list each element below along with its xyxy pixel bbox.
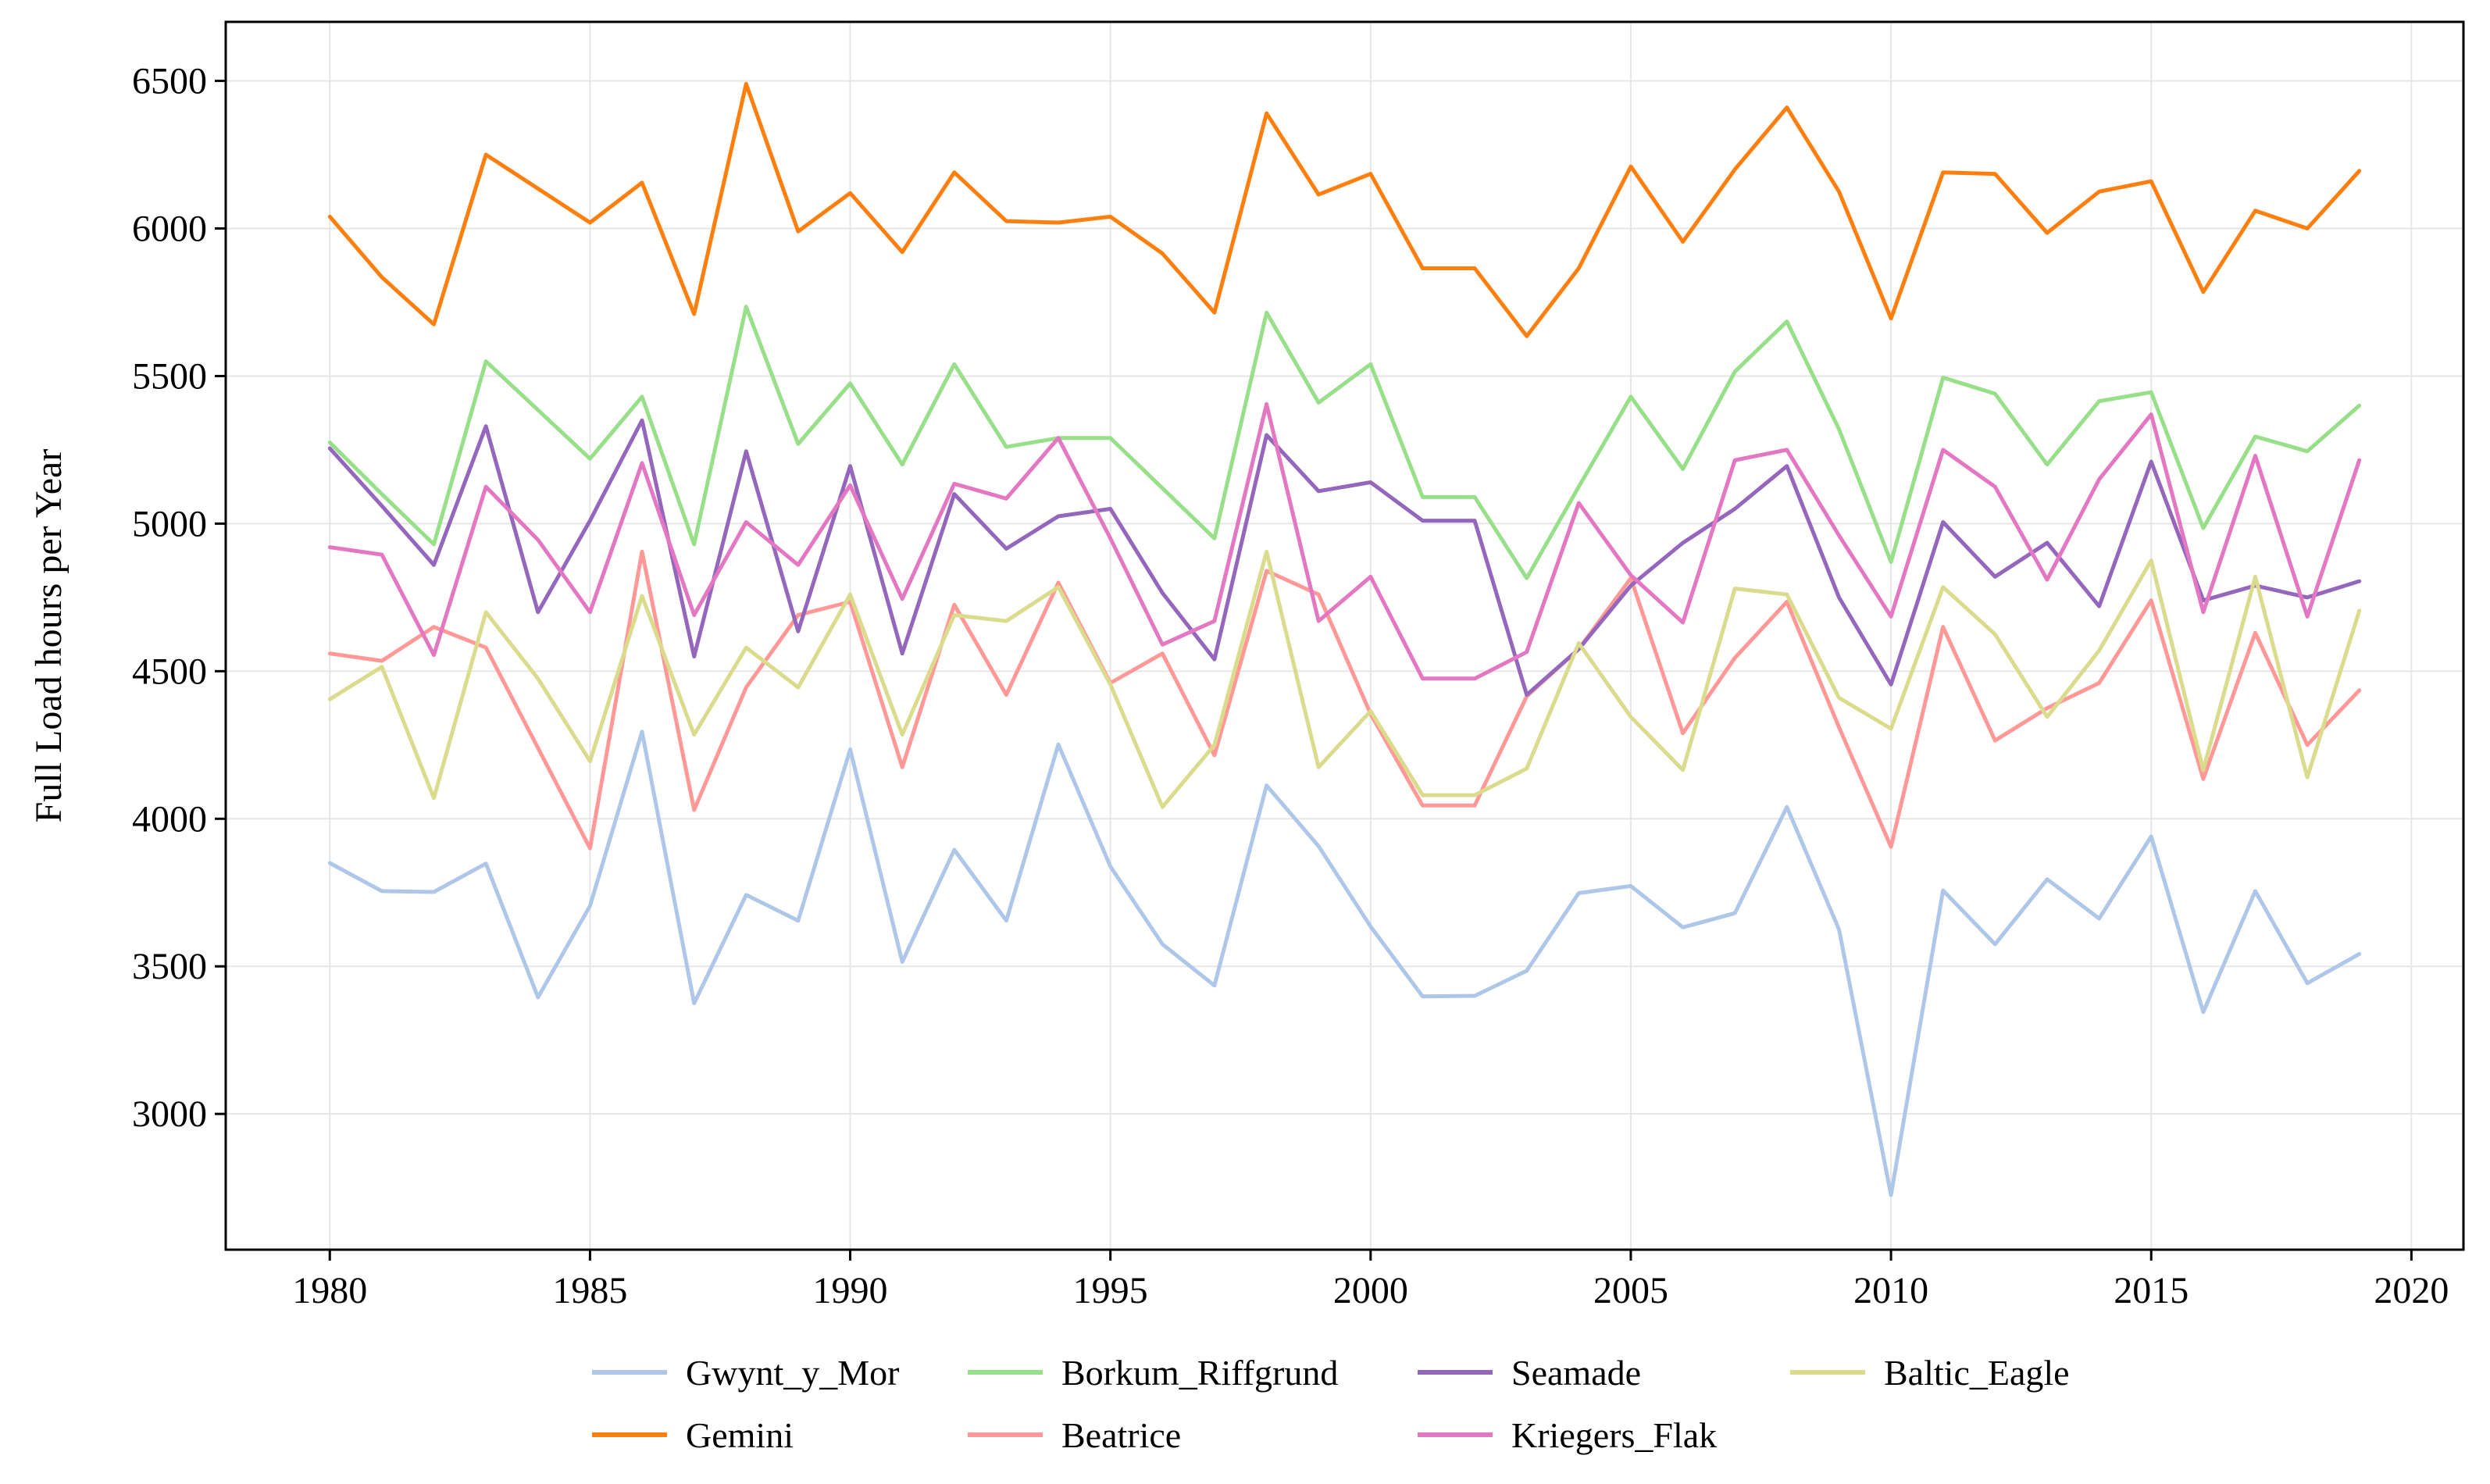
y-tick-label-5500: 5500: [132, 355, 207, 397]
y-axis: 3000 3500 4000 4500 5000 5500 6000 6500: [132, 61, 226, 1135]
legend-label-kriegers-flak: Kriegers_Flak: [1511, 1415, 1717, 1455]
x-tick-label-1995: 1995: [1073, 1270, 1148, 1311]
legend: Gwynt_y_Mor Gemini Borkum_Riffgrund Beatric…: [592, 1353, 2070, 1455]
series-line-beatrice: [327, 549, 2362, 851]
y-axis-title: Full Load hours per Year: [28, 449, 70, 823]
x-tick-label-1990: 1990: [813, 1270, 888, 1311]
series-lines: [327, 81, 2362, 1197]
y-tick-label-6000: 6000: [132, 209, 207, 250]
series-line-gemini: [327, 81, 2362, 338]
x-tick-label-2005: 2005: [1593, 1270, 1668, 1311]
x-tick-label-2000: 2000: [1333, 1270, 1408, 1311]
legend-label-borkum-riffgrund: Borkum_Riffgrund: [1061, 1353, 1338, 1393]
y-tick-label-4000: 4000: [132, 798, 207, 840]
x-axis: 1980 1985 1990 1995 2000 2005 2010 2015 2020: [292, 1250, 2449, 1311]
x-tick-label-1985: 1985: [552, 1270, 627, 1311]
legend-label-baltic-eagle: Baltic_Eagle: [1884, 1353, 2070, 1393]
y-tick-label-3000: 3000: [132, 1093, 207, 1135]
y-tick-label-6500: 6500: [132, 61, 207, 102]
legend-label-gemini: Gemini: [686, 1415, 794, 1455]
series-line-borkum-riffgrund: [327, 305, 2362, 580]
series-line-gwynt-y-mor: [327, 730, 2362, 1197]
series-line-baltic-eagle: [327, 549, 2362, 809]
y-tick-label-5000: 5000: [132, 503, 207, 544]
grid-lines: [226, 22, 2463, 1250]
legend-label-beatrice: Beatrice: [1061, 1415, 1181, 1455]
x-tick-label-2020: 2020: [2374, 1270, 2449, 1311]
legend-label-seamade: Seamade: [1511, 1353, 1641, 1393]
x-tick-label-2015: 2015: [2114, 1270, 2189, 1311]
x-tick-label-1980: 1980: [292, 1270, 367, 1311]
plot-frame: [224, 20, 2465, 1251]
y-tick-label-3500: 3500: [132, 946, 207, 987]
x-tick-label-2010: 2010: [1853, 1270, 1928, 1311]
y-tick-label-4500: 4500: [132, 651, 207, 692]
legend-label-gwynt-y-mor: Gwynt_y_Mor: [686, 1353, 899, 1393]
series-line-kriegers-flak: [327, 401, 2362, 681]
